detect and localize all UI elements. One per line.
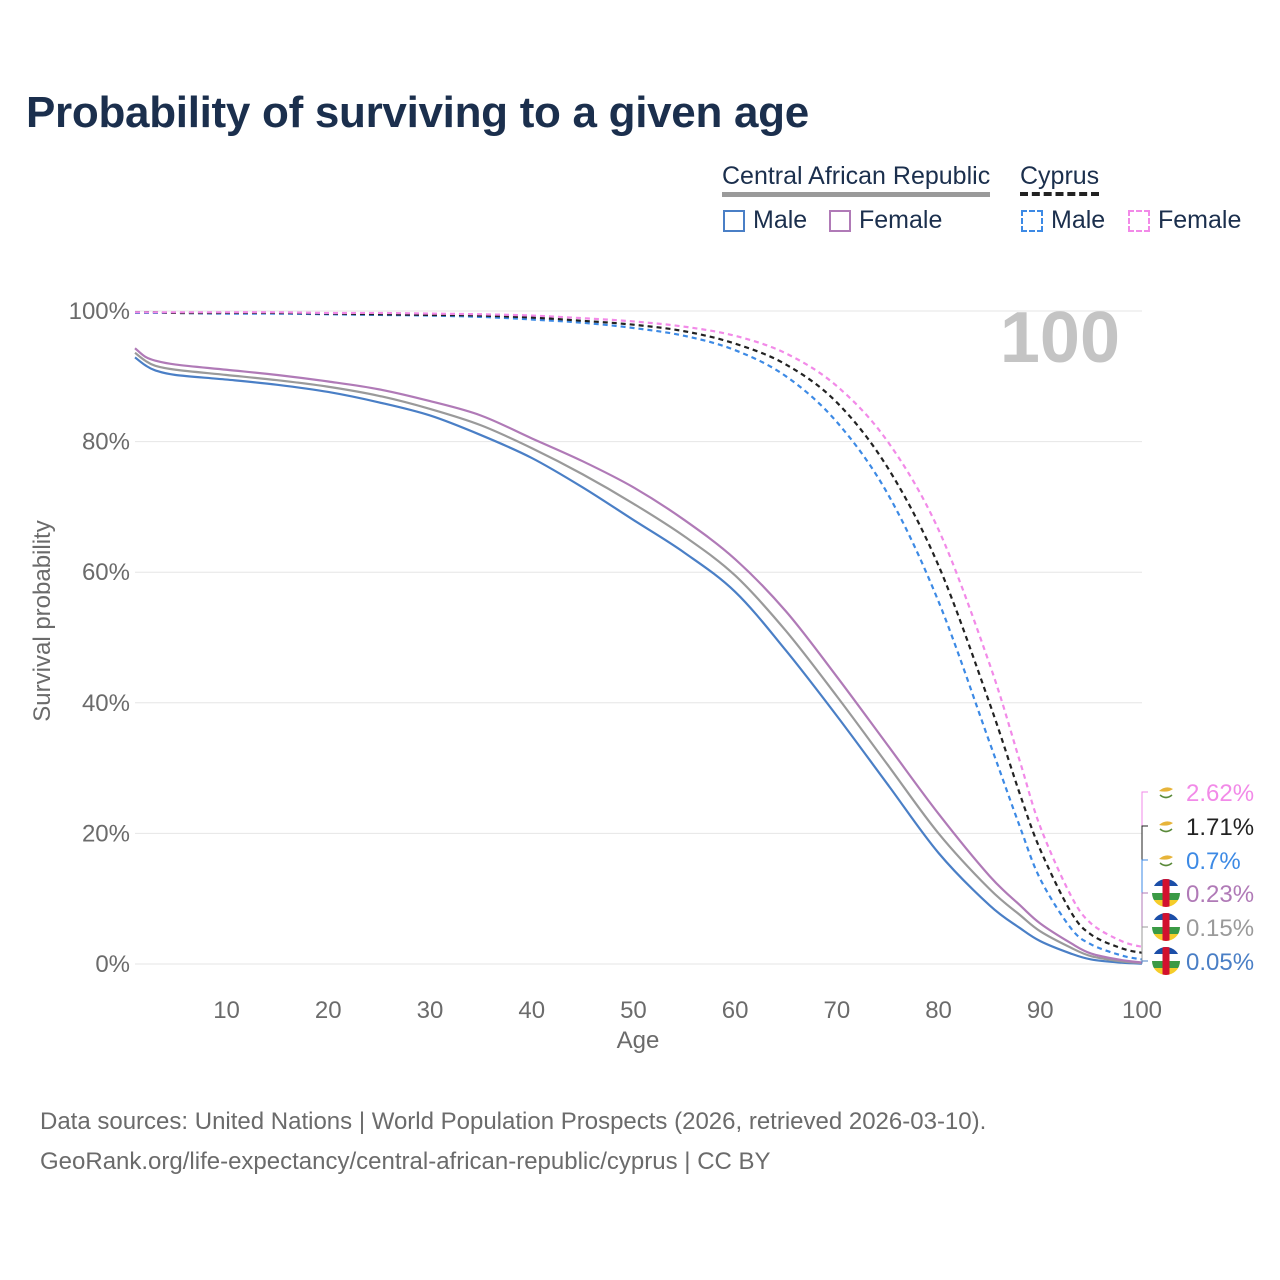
legend-group-car-label: Central African Republic [722, 162, 991, 197]
x-tick-label: 60 [722, 997, 749, 1024]
flag-branches [1159, 794, 1173, 799]
y-tick-label: 20% [82, 820, 130, 847]
legend-cyprus-female-label: Female [1158, 206, 1242, 234]
series-line-cyp-male[interactable] [135, 311, 1143, 961]
grid-layer [135, 310, 1142, 965]
chart-title: Probability of surviving to a given age [26, 88, 809, 137]
end-label-car-both: 0.15% [1186, 915, 1254, 942]
x-tick-label: 70 [823, 997, 850, 1024]
cyprus-flag-icon [1155, 815, 1177, 837]
end-labels: 2.62% 1.71% 0.7% 0.23% 0.15% 0.05% [1141, 780, 1254, 976]
flag-island [1159, 855, 1173, 860]
end-connector [1141, 859, 1148, 960]
end-label-cyp-male: 0.7% [1186, 848, 1241, 875]
flag-disc [1155, 815, 1177, 837]
y-tick-label: 60% [82, 559, 130, 586]
x-tick-label: 30 [417, 997, 444, 1024]
y-axis-title: Survival probability [29, 520, 56, 721]
y-tick-label: 40% [82, 690, 130, 717]
end-label-cyp-female: 2.62% [1186, 780, 1254, 807]
x-tick-label: 100 [1122, 997, 1162, 1024]
car-flag-icon [1152, 947, 1180, 975]
legend-group-car: Central African Republic [722, 162, 991, 197]
y-tick-label: 80% [82, 429, 130, 456]
flag-disc [1155, 849, 1177, 871]
legend-cyprus-male-label: Male [1051, 206, 1106, 234]
series-line-car-female[interactable] [134, 347, 1143, 964]
end-connector [1141, 926, 1148, 964]
footer-link[interactable]: GeoRank.org/life-expectancy/central-afri… [40, 1148, 771, 1175]
flag-stripes [1152, 913, 1180, 941]
x-tick-label: 10 [213, 997, 240, 1024]
current-age-label: 100 [1000, 298, 1120, 378]
flag-branches [1159, 828, 1173, 833]
end-connector [1141, 960, 1148, 964]
flag-stripes [1152, 879, 1180, 907]
x-axis: 10 20 30 40 50 60 70 80 90 100 [213, 997, 1162, 1024]
series-layer [134, 311, 1143, 965]
legend-swatch-car-female [829, 209, 851, 232]
x-tick-label: 80 [925, 997, 952, 1024]
cyprus-flag-icon [1155, 849, 1177, 871]
series-line-cyp-both[interactable] [135, 311, 1143, 954]
legend-cyprus-female[interactable]: Female [1128, 206, 1241, 235]
legend-group-cyprus-label: Cyprus [1020, 162, 1100, 196]
footer-source: Data sources: United Nations | World Pop… [40, 1108, 987, 1135]
legend-swatch-car-male [723, 209, 745, 232]
y-tick-label: 100% [69, 298, 130, 325]
car-flag-icon [1152, 879, 1180, 907]
x-tick-label: 90 [1027, 997, 1054, 1024]
series-line-car-both[interactable] [134, 351, 1143, 965]
x-tick-label: 50 [620, 997, 647, 1024]
x-axis-title: Age [617, 1027, 660, 1054]
series-line-car-male[interactable] [134, 356, 1143, 965]
legend-swatch-cyprus-male [1021, 209, 1043, 232]
legend-cyprus-male[interactable]: Male [1021, 206, 1105, 235]
flag-stripes [1152, 947, 1180, 975]
legend-car-female-label: Female [859, 206, 943, 234]
end-connector [1141, 825, 1148, 953]
y-tick-label: 0% [95, 951, 130, 978]
legend-swatch-cyprus-female [1128, 209, 1150, 232]
end-label-car-female: 0.23% [1186, 881, 1254, 908]
flag-island [1159, 787, 1173, 792]
y-axis: 0% 20% 40% 60% 80% 100% [69, 298, 130, 978]
x-tick-label: 40 [518, 997, 545, 1024]
x-tick-label: 20 [315, 997, 342, 1024]
end-label-cyp-both: 1.71% [1186, 814, 1254, 841]
end-label-car-male: 0.05% [1186, 949, 1254, 976]
legend-car-male-label: Male [753, 206, 808, 234]
series-line-cyp-female[interactable] [135, 311, 1143, 948]
flag-island [1159, 821, 1173, 826]
legend-car-male[interactable]: Male [723, 206, 807, 235]
cyprus-flag-icon [1155, 781, 1177, 803]
legend-car-female[interactable]: Female [829, 206, 942, 235]
flag-disc [1155, 781, 1177, 803]
flag-branches [1159, 862, 1173, 867]
end-connector [1141, 791, 1148, 947]
car-flag-icon [1152, 913, 1180, 941]
legend-group-cyprus: Cyprus [1020, 162, 1100, 196]
end-connector [1141, 892, 1148, 963]
